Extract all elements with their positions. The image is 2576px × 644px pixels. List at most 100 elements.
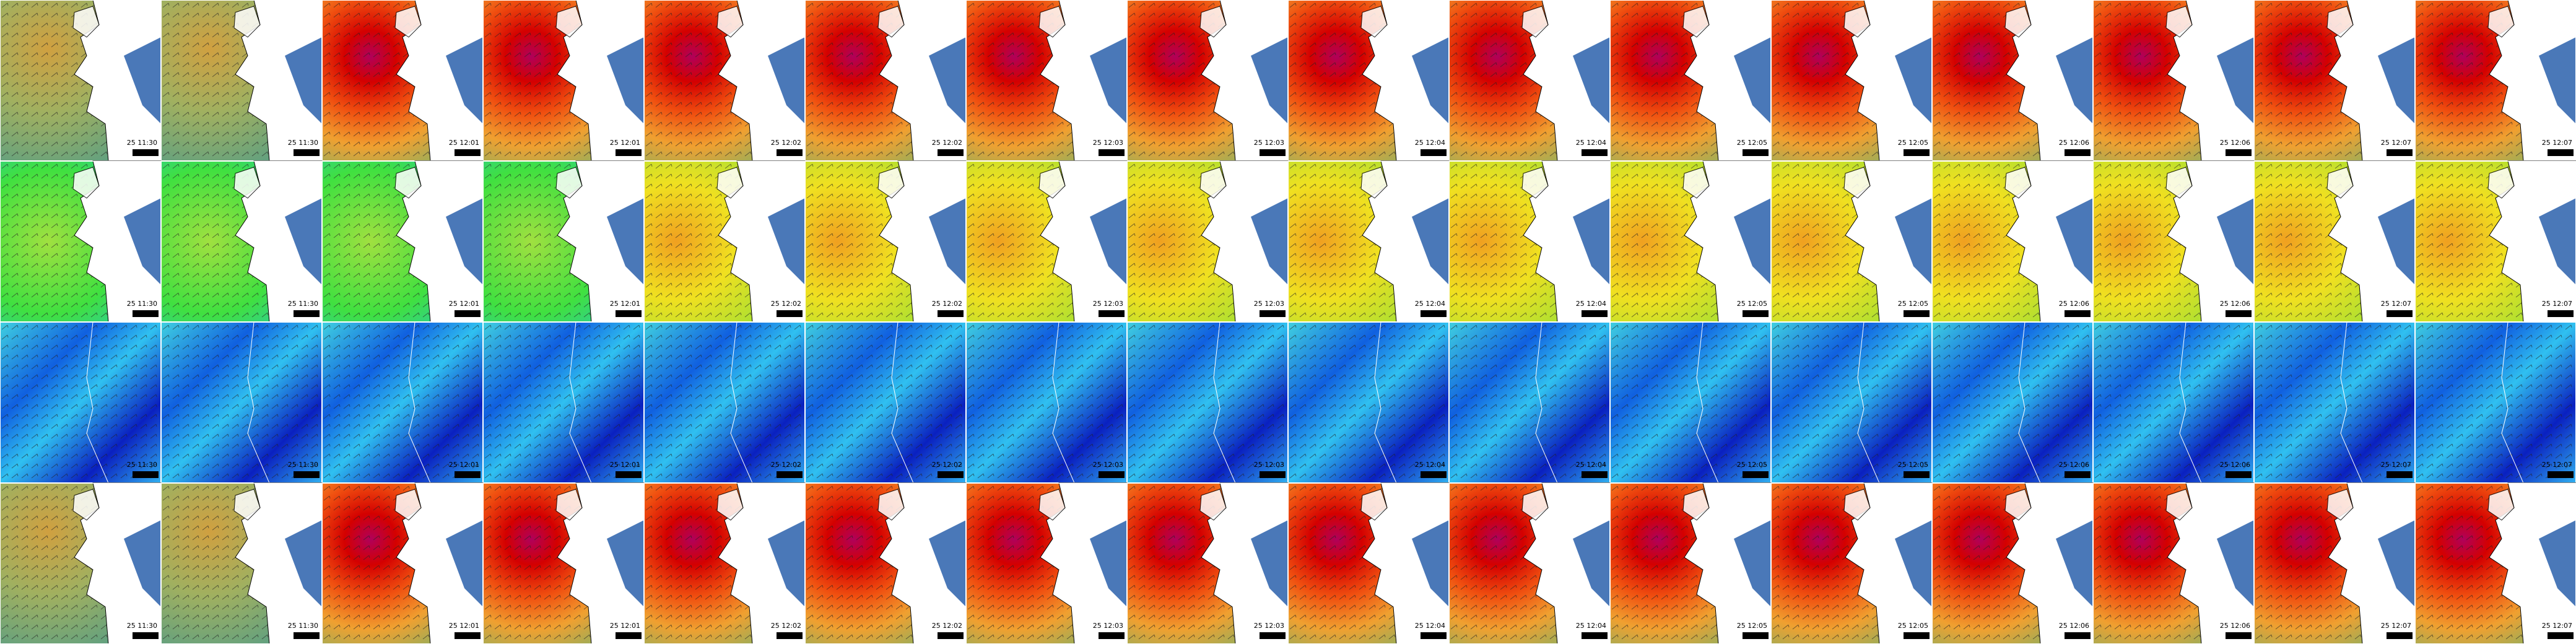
timestamp: 25 12:06 bbox=[2059, 300, 2089, 308]
map-tile: 25 12:06 bbox=[1932, 321, 2093, 484]
label-box bbox=[1582, 471, 1608, 478]
island bbox=[1038, 489, 1066, 521]
sea bbox=[929, 520, 966, 607]
label-box bbox=[1582, 632, 1608, 639]
label-box bbox=[1582, 149, 1608, 156]
map-tile: 25 12:07 bbox=[2254, 160, 2416, 323]
map-tile: 25 12:03 bbox=[966, 160, 1128, 323]
label-box bbox=[1421, 632, 1447, 639]
timestamp: 25 12:03 bbox=[1093, 300, 1123, 308]
timestamp: 25 12:03 bbox=[1254, 622, 1284, 630]
tile-border bbox=[1610, 161, 1771, 322]
label-box bbox=[1099, 471, 1125, 478]
label-box bbox=[1099, 632, 1125, 639]
tile-border bbox=[161, 161, 322, 322]
sea bbox=[2378, 520, 2415, 607]
island bbox=[1682, 6, 1710, 38]
timestamp: 25 12:01 bbox=[449, 622, 479, 630]
island bbox=[1843, 167, 1871, 199]
map-tile: 25 12:04 bbox=[1288, 482, 1450, 644]
map-tile: 25 12:06 bbox=[2093, 482, 2255, 644]
map-tile: 25 12:06 bbox=[1932, 482, 2094, 644]
island bbox=[1199, 167, 1227, 199]
coast bbox=[1052, 321, 1075, 484]
label-box bbox=[777, 310, 803, 317]
map-tile: 25 12:03 bbox=[1127, 482, 1289, 644]
timestamp: 25 12:01 bbox=[449, 300, 479, 308]
timestamp: 25 12:04 bbox=[1415, 139, 1445, 147]
sea bbox=[446, 37, 483, 124]
map-tile: 25 12:01 bbox=[483, 321, 644, 484]
island bbox=[2326, 6, 2354, 38]
label-box bbox=[1582, 310, 1608, 317]
label-box bbox=[2387, 149, 2413, 156]
island bbox=[394, 167, 422, 199]
map-tile: 25 11:30 bbox=[0, 321, 161, 484]
sea bbox=[1895, 198, 1932, 285]
tile-border bbox=[644, 322, 805, 483]
timestamp: 25 12:01 bbox=[610, 622, 640, 630]
label-box bbox=[777, 149, 803, 156]
island bbox=[2487, 6, 2515, 38]
map-tile: 25 11:30 bbox=[161, 160, 323, 323]
map-tile: 25 11:30 bbox=[0, 0, 162, 162]
timestamp: 25 12:05 bbox=[1898, 139, 1928, 147]
sea bbox=[768, 198, 805, 285]
timestamp: 25 12:07 bbox=[2542, 461, 2572, 469]
sea bbox=[1412, 37, 1449, 124]
timestamp: 25 12:06 bbox=[2220, 139, 2250, 147]
island bbox=[2004, 167, 2032, 199]
coast bbox=[86, 321, 109, 484]
wind-barbs bbox=[966, 322, 1127, 483]
tile-border bbox=[1771, 0, 1932, 161]
label-box bbox=[455, 632, 481, 639]
sea bbox=[124, 198, 161, 285]
sea bbox=[2056, 520, 2093, 607]
tile-border bbox=[1771, 161, 1932, 322]
label-box bbox=[1260, 310, 1286, 317]
coast bbox=[408, 321, 431, 484]
label-box bbox=[1904, 632, 1930, 639]
timestamp: 25 12:06 bbox=[2220, 461, 2250, 469]
timestamp: 25 12:06 bbox=[2059, 139, 2089, 147]
map-tile: 25 12:03 bbox=[1127, 0, 1289, 162]
map-tile: 25 12:05 bbox=[1771, 160, 1933, 323]
tile-border bbox=[1288, 322, 1449, 483]
timestamp: 25 12:02 bbox=[771, 139, 801, 147]
map-tile: 25 12:02 bbox=[805, 0, 967, 162]
label-box bbox=[1904, 471, 1930, 478]
tile-border bbox=[805, 161, 966, 322]
label-box bbox=[1421, 310, 1447, 317]
island bbox=[1199, 6, 1227, 38]
map-tile: 25 12:07 bbox=[2415, 321, 2576, 484]
map-tile: 25 12:04 bbox=[1288, 0, 1450, 162]
timestamp: 25 12:02 bbox=[932, 300, 962, 308]
label-box bbox=[777, 471, 803, 478]
tile-border bbox=[805, 0, 966, 161]
label-box bbox=[133, 632, 159, 639]
tile-border bbox=[322, 0, 483, 161]
tile-border bbox=[1127, 322, 1288, 483]
coast bbox=[891, 321, 914, 484]
sea bbox=[607, 198, 644, 285]
island bbox=[1038, 167, 1066, 199]
label-box bbox=[938, 310, 964, 317]
tile-border bbox=[322, 161, 483, 322]
island bbox=[2487, 489, 2515, 521]
label-box bbox=[1421, 471, 1447, 478]
label-box bbox=[2387, 471, 2413, 478]
coast bbox=[2501, 321, 2524, 484]
map-tile: 25 12:03 bbox=[966, 0, 1128, 162]
wind-barbs bbox=[483, 322, 644, 483]
label-box bbox=[133, 149, 159, 156]
island bbox=[1360, 167, 1388, 199]
timestamp: 25 12:04 bbox=[1415, 622, 1445, 630]
label-box bbox=[616, 149, 642, 156]
tile-border bbox=[966, 0, 1127, 161]
tile-border bbox=[805, 322, 966, 483]
sea bbox=[1895, 37, 1932, 124]
map-tile: 25 12:03 bbox=[966, 482, 1128, 644]
island bbox=[877, 167, 905, 199]
tile-border bbox=[483, 0, 644, 161]
label-box bbox=[1099, 149, 1125, 156]
